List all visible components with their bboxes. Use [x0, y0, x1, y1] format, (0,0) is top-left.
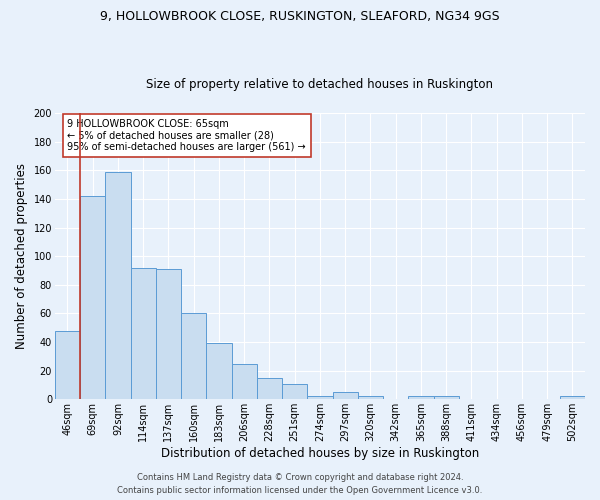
Title: Size of property relative to detached houses in Ruskington: Size of property relative to detached ho…: [146, 78, 493, 91]
Bar: [156, 269, 181, 400]
Y-axis label: Number of detached properties: Number of detached properties: [15, 163, 28, 349]
Bar: [358, 396, 383, 400]
Bar: [257, 378, 282, 400]
Bar: [232, 364, 257, 400]
Bar: [181, 314, 206, 400]
Text: 9 HOLLOWBROOK CLOSE: 65sqm
← 5% of detached houses are smaller (28)
95% of semi-: 9 HOLLOWBROOK CLOSE: 65sqm ← 5% of detac…: [67, 118, 306, 152]
X-axis label: Distribution of detached houses by size in Ruskington: Distribution of detached houses by size …: [161, 447, 479, 460]
Bar: [408, 396, 434, 400]
Bar: [206, 344, 232, 400]
Text: 9, HOLLOWBROOK CLOSE, RUSKINGTON, SLEAFORD, NG34 9GS: 9, HOLLOWBROOK CLOSE, RUSKINGTON, SLEAFO…: [100, 10, 500, 23]
Bar: [131, 268, 156, 400]
Bar: [282, 384, 307, 400]
Bar: [560, 396, 585, 400]
Bar: [434, 396, 459, 400]
Bar: [55, 330, 80, 400]
Bar: [307, 396, 332, 400]
Bar: [106, 172, 131, 400]
Text: Contains HM Land Registry data © Crown copyright and database right 2024.
Contai: Contains HM Land Registry data © Crown c…: [118, 474, 482, 495]
Bar: [80, 196, 106, 400]
Bar: [332, 392, 358, 400]
